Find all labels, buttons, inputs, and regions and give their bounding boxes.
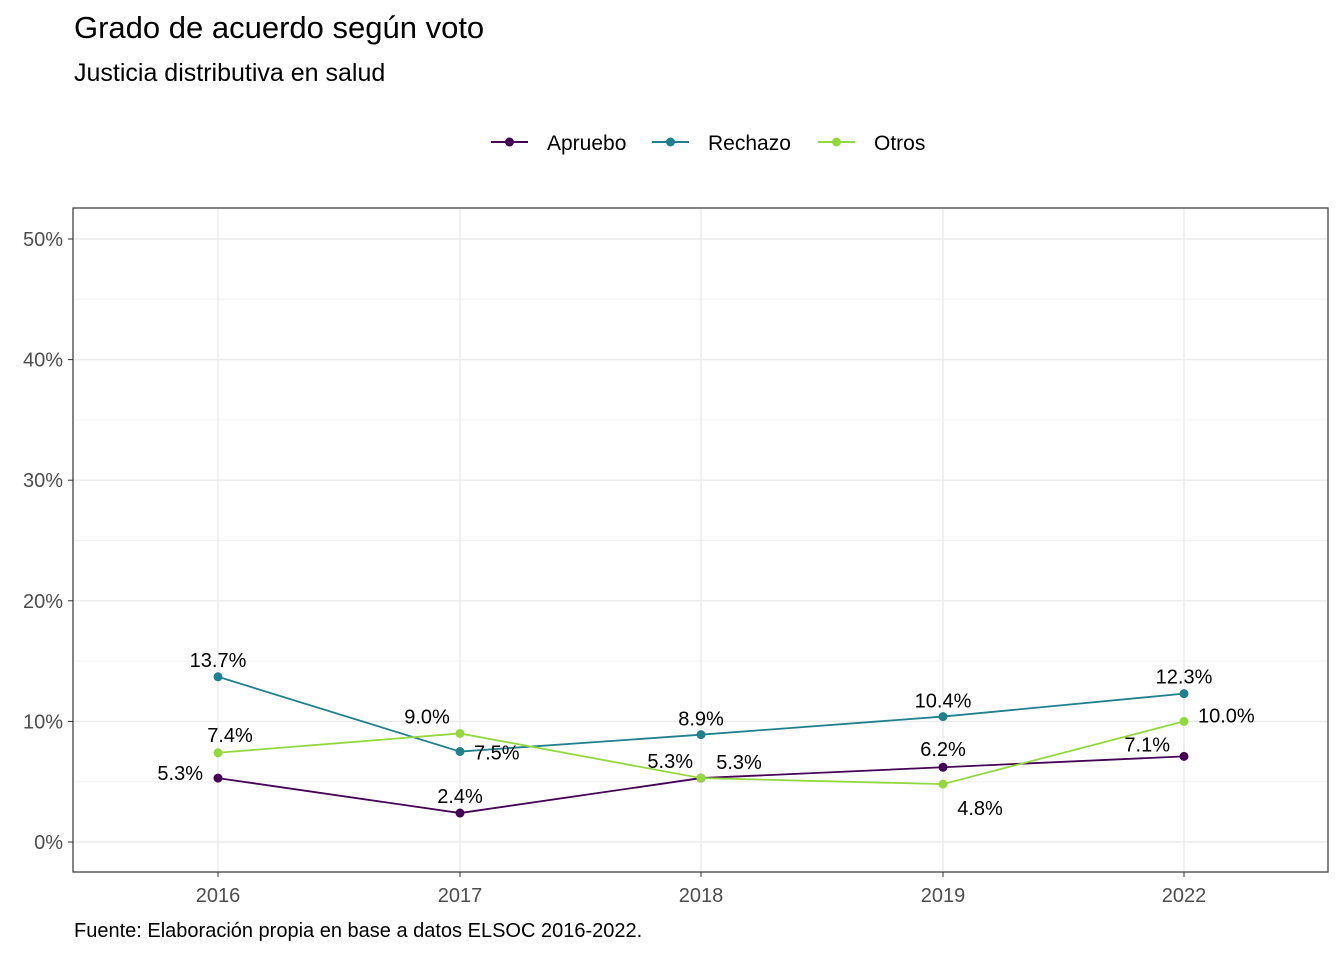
data-point-rechazo (213, 672, 223, 682)
legend-label-apruebo: Apruebo (547, 132, 626, 155)
plot-panel-border (72, 207, 1329, 873)
y-tick-label: 10% (23, 711, 63, 733)
data-label-rechazo: 8.9% (678, 709, 724, 731)
chart-caption: Fuente: Elaboración propia en base a dat… (74, 920, 643, 942)
data-label-rechazo: 12.3% (1156, 667, 1213, 689)
legend-key-point (666, 137, 675, 147)
data-label-rechazo: 10.4% (915, 691, 972, 713)
legend-label-rechazo: Rechazo (708, 132, 791, 155)
chart-subtitle: Justicia distributiva en salud (74, 59, 386, 87)
y-tick-label: 20% (23, 591, 63, 613)
x-tick-label: 2018 (679, 885, 724, 907)
y-tick-label: 50% (23, 229, 63, 251)
data-point-otros (455, 728, 465, 738)
data-label-apruebo: 5.3% (157, 763, 203, 785)
data-point-otros (1179, 716, 1189, 726)
data-point-rechazo (455, 747, 465, 757)
data-point-otros (213, 748, 223, 758)
data-point-otros (938, 779, 948, 789)
data-label-otros: 10.0% (1198, 705, 1255, 727)
data-label-rechazo: 13.7% (190, 650, 247, 672)
x-tick-label: 2017 (438, 885, 483, 907)
x-tick-label: 2022 (1162, 885, 1207, 907)
data-label-otros: 5.3% (716, 752, 762, 774)
chart-title: Grado de acuerdo según voto (74, 10, 485, 45)
y-tick-label: 30% (23, 470, 63, 492)
data-label-otros: 7.4% (207, 725, 253, 747)
x-tick-label: 2016 (196, 885, 241, 907)
y-tick-label: 0% (34, 832, 63, 854)
data-point-apruebo (938, 762, 948, 772)
data-point-apruebo (213, 773, 223, 783)
data-label-otros: 4.8% (957, 798, 1003, 820)
data-label-apruebo: 7.1% (1124, 734, 1170, 756)
legend-key-point (505, 137, 514, 147)
legend-key-point (832, 137, 841, 147)
data-point-otros (696, 773, 706, 783)
data-point-apruebo (1179, 751, 1189, 761)
data-point-rechazo (1179, 689, 1189, 699)
legend-label-otros: Otros (874, 132, 925, 155)
data-point-rechazo (938, 712, 948, 722)
data-label-otros: 9.0% (404, 706, 450, 728)
data-label-rechazo: 7.5% (474, 743, 520, 765)
data-label-apruebo: 6.2% (920, 739, 966, 761)
data-label-apruebo: 5.3% (647, 751, 693, 773)
x-tick-label: 2019 (921, 885, 966, 907)
data-point-apruebo (455, 808, 465, 818)
data-point-rechazo (696, 730, 706, 740)
y-tick-label: 40% (23, 350, 63, 372)
data-label-apruebo: 2.4% (437, 786, 483, 808)
